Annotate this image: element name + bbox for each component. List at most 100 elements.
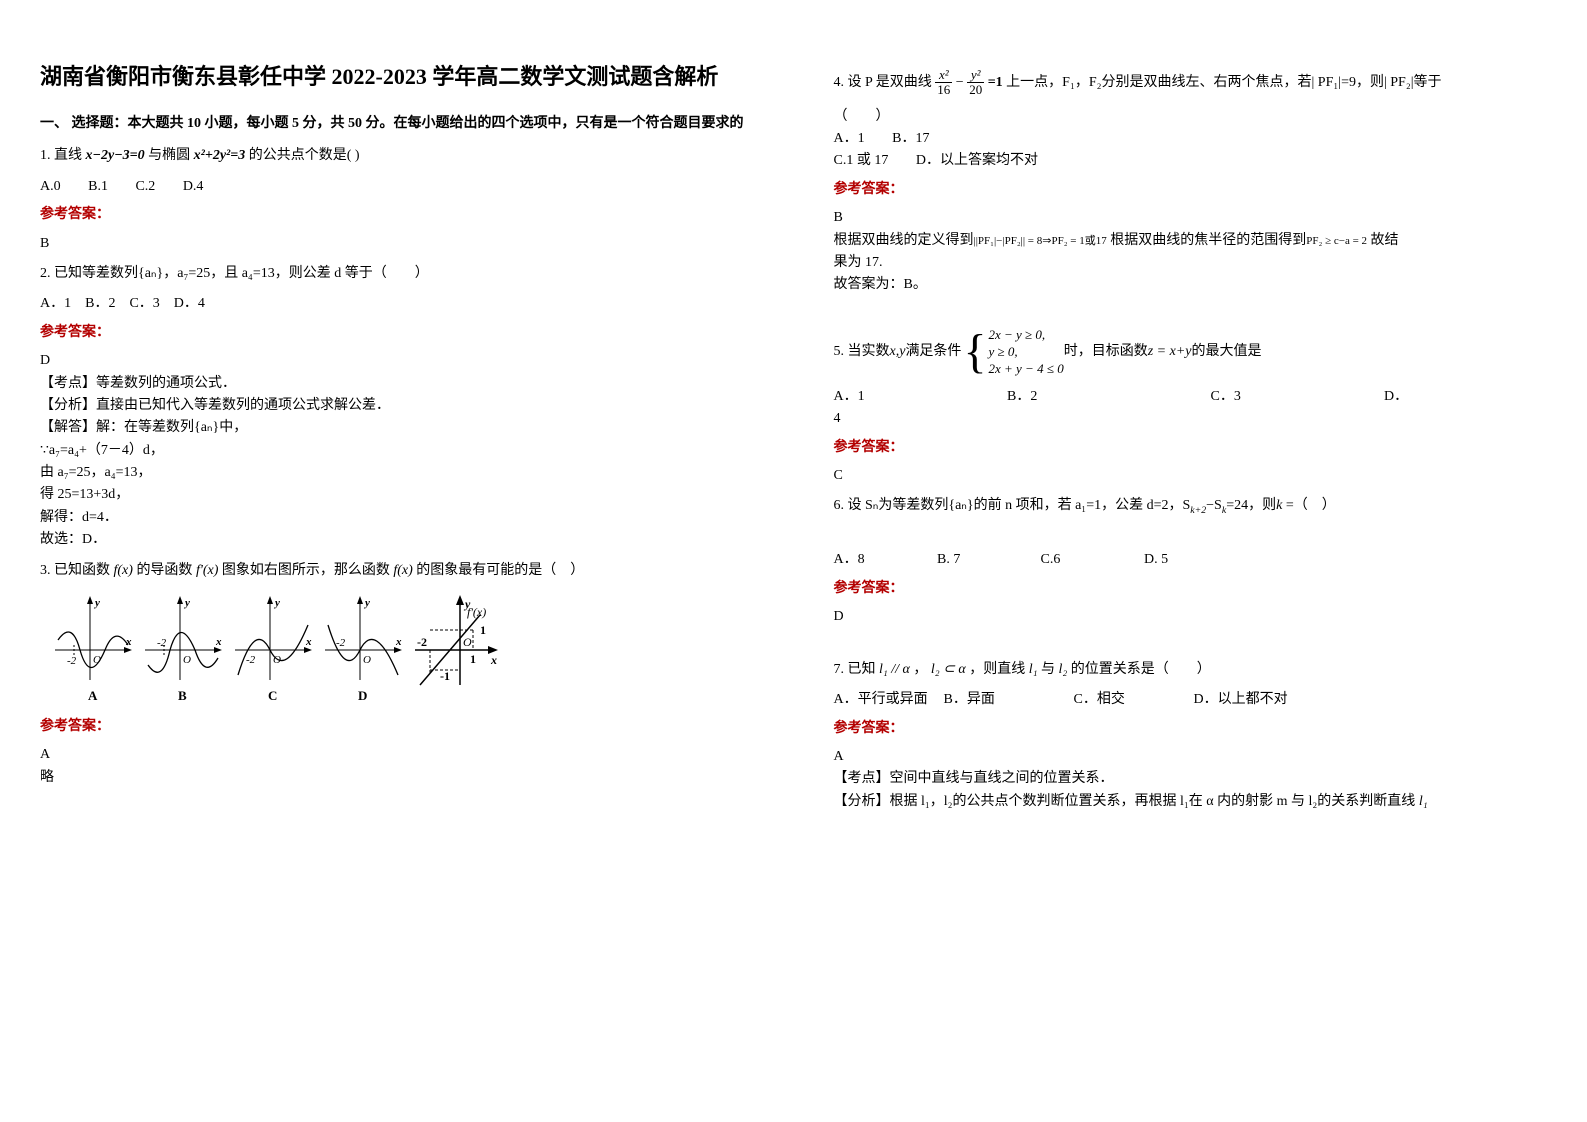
q3-fig-one: 1 [480, 623, 486, 637]
doc-title: 湖南省衡阳市衡东县彰任中学 2022-2023 学年高二数学文测试题含解析 [40, 60, 754, 93]
q3-fig-c-x: x [305, 636, 312, 648]
q1-stem-b: 与椭圆 [148, 148, 194, 163]
q3-fig-c-o: O [273, 654, 281, 666]
q7-exp2b: l₁ [1419, 794, 1428, 809]
q7-e1: l₁ // α [879, 662, 910, 677]
q3-stem-c: 图象如右图所示，那么函数 [222, 563, 394, 578]
q7-opt-a: A．平行或异面 [834, 689, 944, 711]
q7: 7. 已知 l₁ // α ， l₂ ⊂ α ，则直线 l₁ 与 l₂ 的位置关… [834, 659, 1548, 681]
q7-stem-b: ，则直线 [969, 662, 1029, 677]
q7-ans: A [834, 746, 1548, 768]
q3-fig-one2: 1 [470, 652, 476, 666]
q3-fig-c-n2: -2 [246, 654, 256, 666]
q5-opts: A．1 B．2 C．3 D． [834, 386, 1548, 408]
q4-opt-b: B．17 [892, 131, 929, 146]
q2-exp8: 故选：D． [40, 529, 754, 551]
q4-f2d: 20 [967, 83, 984, 97]
q3-fpx1: f'(x) [196, 563, 218, 578]
q4-opts-row1: A．1 B．17 [834, 128, 1548, 150]
q6-stem-a: 6. 设 Sₙ为等差数列{aₙ}的前 n 项和，若 a₁=1，公差 d=2，S [834, 498, 1191, 513]
q3-fig-d-x: x [395, 636, 402, 648]
q6-ans: D [834, 606, 1548, 628]
q5-opt-d: D． [1384, 389, 1408, 404]
q4-opt-c: C.1 或 17 [834, 153, 889, 168]
q3-fig-b-label: B [178, 688, 187, 703]
q7-opt-d: D．以上都不对 [1194, 692, 1288, 707]
q3-ans-label: 参考答案： [40, 716, 754, 738]
q2-exp6: 得 25=13+3d， [40, 484, 754, 506]
q7-stem-c: 与 [1041, 662, 1055, 677]
q4-exp1a: 根据双曲线的定义得到 [834, 233, 974, 248]
q2-exp1: 【考点】等差数列的通项公式． [40, 373, 754, 395]
q4-exp1d: PF₂ ≥ c−a = 2 [1306, 235, 1367, 247]
q6-sub1: k+2 [1190, 505, 1206, 516]
q3-figure: -2 O x y A -2 O x y B [40, 590, 500, 710]
q3-fig-neg1: -1 [440, 669, 450, 683]
q6-opts: A．8 B. 7 C.6 D. 5 [834, 549, 1548, 571]
q1-opt-b: B.1 [88, 179, 108, 194]
q3-fig-d-y: y [363, 597, 370, 609]
q2-exp7: 解得：d=4． [40, 507, 754, 529]
q3-fig-a-o: O [93, 654, 101, 666]
q2-exp3: 【解答】解：在等差数列{aₙ}中， [40, 417, 754, 439]
q7-opt-c: C．相交 [1074, 689, 1194, 711]
q4-f2n: y² [967, 68, 984, 83]
q3-note: 略 [40, 767, 754, 789]
q3-fx2: f(x) [393, 563, 412, 578]
q5-xy: x,y [890, 341, 906, 363]
q5: 5. 当实数 x,y 满足条件 { 2x − y ≥ 0, y ≥ 0, 2x … [834, 327, 1548, 378]
q4-exp3: 故答案为：B。 [834, 274, 1548, 296]
q7-e4: l₂ [1059, 662, 1068, 677]
q2-exp5: 由 a₇=25，a₄=13， [40, 462, 754, 484]
q1-opt-a: A.0 [40, 179, 61, 194]
q1-stem-c: 的公共点个数是( ) [249, 148, 360, 163]
q4-stem-a: 4. 设 P 是双曲线 [834, 75, 936, 90]
q1: 1. 直线 x−2y−3=0 与椭圆 x²+2y²=3 的公共点个数是( ) [40, 145, 754, 167]
q5-c2: y ≥ 0, [988, 344, 1063, 361]
q4-exp1e: 故结 [1367, 233, 1399, 248]
q7-stem-d: 的位置关系是（ ） [1071, 662, 1211, 677]
q3-fig-o: O [463, 635, 472, 649]
q4-stem-b: 上一点，F₁，F₂分别是双曲线左、右两个焦点，若| PF₁|=9，则| PF₂|… [1006, 75, 1441, 90]
q6-opt-d: D. 5 [1144, 552, 1168, 567]
q3-fig-a-x: x [125, 636, 132, 648]
q5-opt-b: B．2 [1007, 386, 1207, 408]
q1-expr1: x−2y−3=0 [86, 148, 145, 163]
q5-c3: 2x + y − 4 ≤ 0 [988, 361, 1063, 378]
q1-opt-c: C.2 [135, 179, 155, 194]
q3-fig-d-label: D [358, 688, 367, 703]
q6-stem-c: =24，则 [1226, 498, 1276, 513]
q2-ans-label: 参考答案： [40, 322, 754, 344]
q3-fx1: f(x) [114, 563, 133, 578]
q2-exp4: ∵a₇=a₄+（7－4）d， [40, 440, 754, 462]
q4-paren: （ ） [834, 106, 1548, 128]
q7-opt-b: B．异面 [944, 689, 1074, 711]
q1-ans-label: 参考答案： [40, 204, 754, 226]
q7-ans-label: 参考答案： [834, 718, 1548, 740]
q7-exp1: 【考点】空间中直线与直线之间的位置关系． [834, 768, 1548, 790]
q7-e2: l₂ ⊂ α [931, 662, 966, 677]
q7-exp2: 【分析】根据 l₁，l₂的公共点个数判断位置关系，再根据 l₁在 α 内的射影 … [834, 791, 1548, 813]
q3: 3. 已知函数 f(x) 的导函数 f'(x) 图象如右图所示，那么函数 f(x… [40, 560, 754, 582]
q7-opts: A．平行或异面B．异面C．相交D．以上都不对 [834, 689, 1548, 711]
q7-e3: l₁ [1029, 662, 1038, 677]
q5-ans: C [834, 465, 1548, 487]
q3-fig-d-n2: -2 [336, 637, 346, 649]
q3-fig-a-label: A [88, 688, 98, 703]
q3-fig-y: y [463, 597, 471, 611]
q3-fig-d-o: O [363, 654, 371, 666]
q6: 6. 设 Sₙ为等差数列{aₙ}的前 n 项和，若 a₁=1，公差 d=2，Sk… [834, 495, 1548, 518]
q5-stem-c: 时，目标函数 [1064, 341, 1148, 363]
q5-stem-d: 的最大值是 [1192, 341, 1262, 363]
q6-opt-c: C.6 [1041, 549, 1141, 571]
q7-comma1: ， [913, 662, 927, 677]
q1-opt-d: D.4 [183, 179, 204, 194]
q4-opt-d: D．以上答案均不对 [916, 153, 1038, 168]
q4-exp1b: ||PF₁|−|PF₂|| = 8⇒PF₂ = 1或17 [974, 235, 1107, 247]
q1-ans: B [40, 233, 754, 255]
q1-stem-a: 1. 直线 [40, 148, 86, 163]
q5-opt-a: A．1 [834, 386, 1004, 408]
q3-fig-c-y: y [273, 597, 280, 609]
q4-f1n: x² [935, 68, 952, 83]
q3-ans: A [40, 744, 754, 766]
